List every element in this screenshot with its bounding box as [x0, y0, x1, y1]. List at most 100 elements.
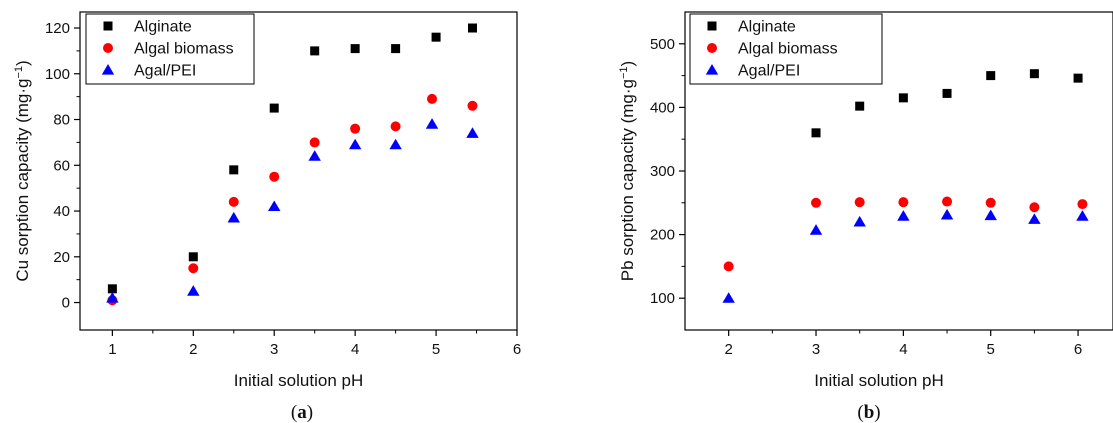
- y-tick-label: 120: [45, 20, 70, 37]
- data-point-algal-biomass: [723, 261, 734, 272]
- axes: 2 3 4 5 6 100 200 300 400 500: [650, 36, 1082, 358]
- data-point-agal-pei: [1076, 210, 1089, 221]
- y-tick-label: 200: [650, 227, 675, 244]
- panel-label-close: ): [874, 402, 880, 423]
- x-tick-label: 1: [108, 341, 116, 358]
- data-point-algal-biomass: [1077, 199, 1088, 210]
- legend-entry-label: Alginate: [134, 19, 192, 36]
- data-point-algal-biomass: [811, 197, 822, 208]
- legend-box: [85, 13, 255, 85]
- panel-label-open: (: [857, 402, 863, 423]
- data-point-agal-pei: [348, 138, 362, 150]
- data-point-agal-pei: [940, 208, 954, 220]
- panel-label-close: ): [307, 402, 313, 423]
- data-point-algal-biomass: [898, 197, 909, 208]
- y-tick-label: 60: [53, 157, 70, 174]
- data-point-alginate: [229, 165, 239, 175]
- data-point-agal-pei: [187, 285, 200, 296]
- data-point-agal-pei: [389, 138, 402, 150]
- data-point-algal-biomass: [350, 123, 361, 134]
- plot-frame: [79, 11, 518, 331]
- data-point-alginate: [898, 93, 908, 103]
- x-tick-label: 2: [725, 341, 733, 358]
- data-point-alginate: [310, 46, 320, 56]
- panel-label-letter: a: [297, 402, 307, 423]
- data-point-agal-pei: [897, 210, 910, 221]
- data-point-alginate: [350, 44, 360, 54]
- y-axis-title-main: Cu sorption capacity (mg·g: [13, 79, 32, 282]
- data-point-alginate: [1073, 73, 1083, 83]
- x-tick-label: 3: [270, 341, 278, 358]
- y-tick-label: 80: [53, 112, 70, 129]
- data-point-alginate: [188, 252, 198, 262]
- data-point-alginate: [986, 71, 996, 81]
- data-point-alginate: [431, 32, 441, 42]
- data-point-agal-pei: [227, 211, 240, 223]
- x-axis-title: Initial solution pH: [234, 371, 363, 390]
- legend-marker: [707, 21, 717, 31]
- x-tick-label: 3: [812, 341, 820, 358]
- data-point-agal-pei: [425, 118, 439, 129]
- panel-label-open: (: [291, 402, 297, 423]
- data-point-algal-biomass: [427, 93, 438, 104]
- y-tick-label: 100: [45, 66, 70, 83]
- y-axis-title-main: Pb sorption capacity (mg·g: [618, 79, 637, 281]
- y-axis-title-close: ): [13, 60, 32, 66]
- data-point-agal-pei: [106, 291, 119, 303]
- data-point-algal-biomass: [390, 121, 401, 132]
- y-tick-label: 400: [650, 99, 675, 116]
- y-axis-title: Cu sorption capacity (mg·g−1): [13, 60, 32, 281]
- x-tick-label: 5: [432, 341, 440, 358]
- data-marks: [106, 23, 479, 306]
- data-point-algal-biomass: [309, 137, 320, 148]
- y-tick-label: 100: [650, 290, 675, 307]
- panel-label-letter: b: [864, 402, 875, 423]
- data-point-algal-biomass: [228, 196, 239, 207]
- data-point-agal-pei: [466, 127, 479, 138]
- y-tick-label: 0: [62, 295, 70, 312]
- legend-box: [689, 13, 883, 85]
- y-tick-label: 20: [53, 249, 70, 266]
- data-point-alginate: [855, 101, 865, 111]
- x-axis-title: Initial solution pH: [814, 371, 943, 390]
- chart-panel-b: 2 3 4 5 6 100 200 300 400 500 Alginate Algal bioma…: [618, 11, 1113, 423]
- x-tick-label: 6: [1074, 341, 1082, 358]
- data-point-algal-biomass: [269, 171, 280, 182]
- x-tick-label: 2: [189, 341, 197, 358]
- legend-marker: [705, 64, 719, 75]
- data-point-algal-biomass: [942, 196, 953, 207]
- x-tick-label: 5: [987, 341, 995, 358]
- legend-entry-label: Agal/PEI: [738, 63, 800, 80]
- y-axis-title-superscript: −1: [13, 66, 25, 79]
- data-point-agal-pei: [268, 200, 281, 212]
- legend-entry-label: Algal biomass: [738, 41, 838, 58]
- data-point-agal-pei: [722, 292, 735, 303]
- legend-marker: [101, 64, 115, 75]
- y-tick-label: 40: [53, 203, 70, 220]
- data-point-alginate: [942, 88, 952, 98]
- data-point-alginate: [269, 103, 279, 113]
- x-tick-label: 4: [899, 341, 907, 358]
- data-point-alginate: [391, 44, 401, 54]
- data-point-alginate: [107, 284, 117, 294]
- data-point-algal-biomass: [188, 263, 199, 274]
- data-point-algal-biomass: [985, 197, 996, 208]
- x-tick-label: 4: [351, 341, 359, 358]
- data-point-algal-biomass: [467, 100, 478, 111]
- legend-entry-label: Alginate: [738, 19, 796, 36]
- legend-marker: [707, 43, 717, 53]
- legend-entry-label: Agal/PEI: [134, 63, 196, 80]
- y-tick-label: 500: [650, 36, 675, 53]
- panel-label: (a): [291, 402, 313, 423]
- data-point-alginate: [1029, 69, 1039, 79]
- data-point-agal-pei: [984, 209, 997, 221]
- data-point-agal-pei: [853, 215, 866, 227]
- panel-label: (b): [857, 402, 880, 423]
- data-marks: [722, 69, 1089, 303]
- data-point-agal-pei: [1028, 213, 1041, 224]
- y-tick-label: 300: [650, 163, 675, 180]
- y-axis-title-close: ): [618, 61, 637, 67]
